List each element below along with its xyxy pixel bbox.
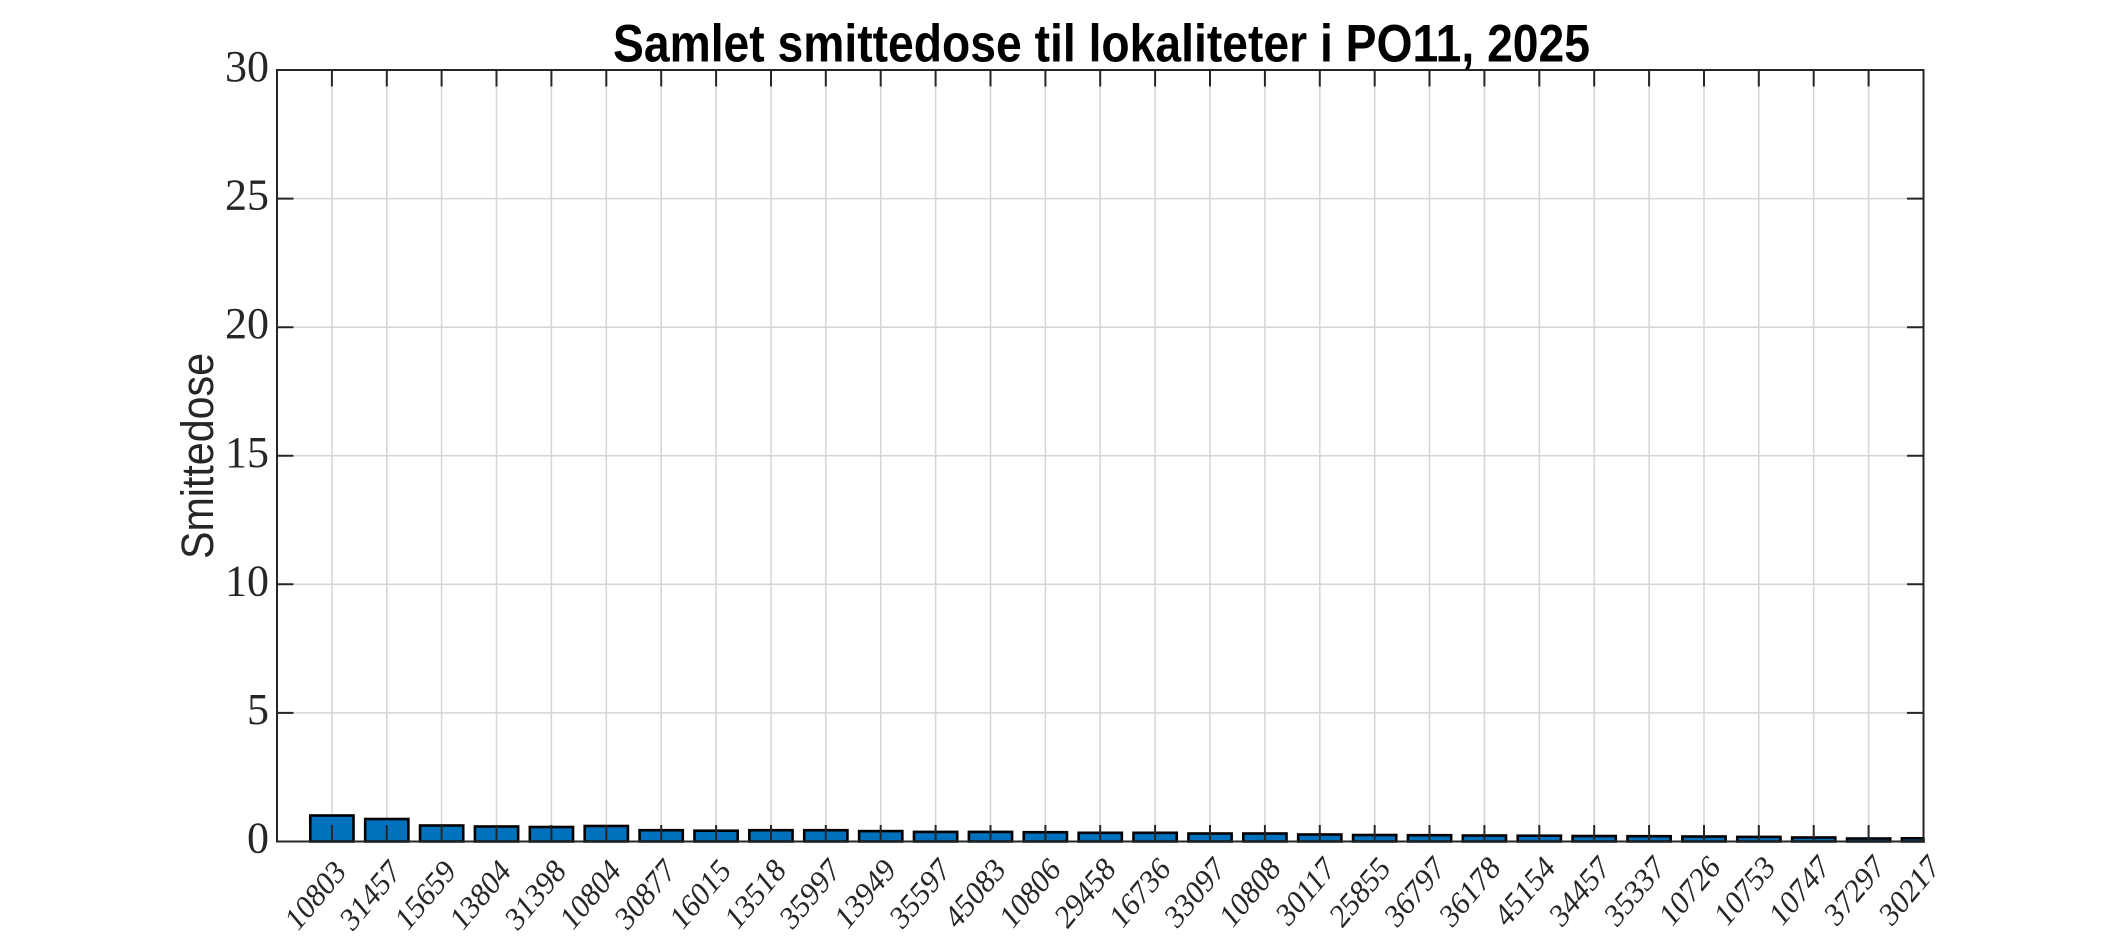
svg-text:0: 0 — [247, 814, 269, 863]
svg-text:Samlet smittedose til lokalite: Samlet smittedose til lokaliteter i PO11… — [613, 15, 1590, 74]
svg-text:20: 20 — [225, 299, 269, 348]
svg-text:Smittedose: Smittedose — [172, 353, 223, 559]
svg-text:10: 10 — [225, 556, 269, 605]
svg-text:30: 30 — [225, 42, 269, 91]
svg-text:5: 5 — [247, 685, 269, 734]
svg-text:25: 25 — [225, 171, 269, 220]
svg-text:15: 15 — [225, 428, 269, 477]
